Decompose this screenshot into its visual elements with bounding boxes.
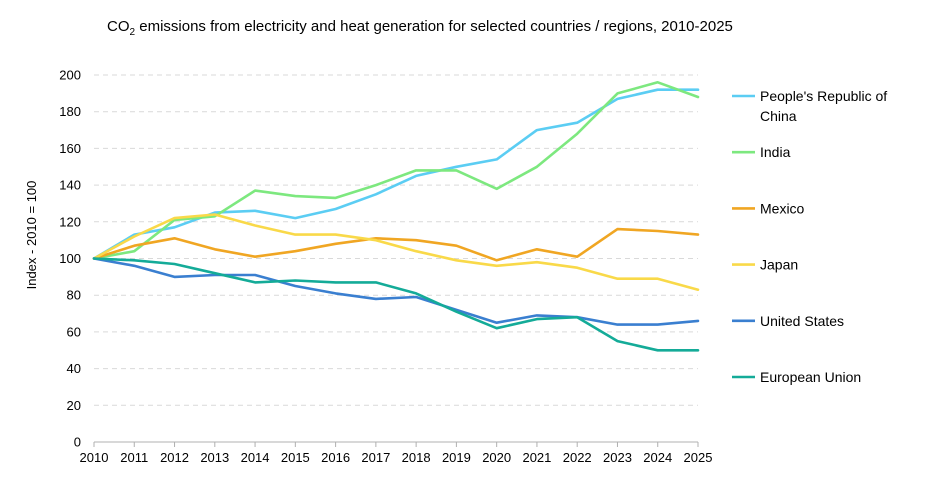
x-tick-label: 2015	[281, 450, 310, 465]
chart-title-rest: emissions from electricity and heat gene…	[135, 18, 733, 35]
y-tick-label: 40	[67, 361, 81, 376]
x-tick-label: 2017	[361, 450, 390, 465]
y-tick-label: 100	[59, 251, 81, 266]
legend-label: Japan	[760, 257, 798, 273]
x-tick-label: 2021	[522, 450, 551, 465]
y-axis-label: Index - 2010 = 100	[24, 181, 39, 290]
y-tick-label: 60	[67, 324, 81, 339]
legend-label: People's Republic of	[760, 88, 887, 104]
legend: People's Republic of China India Mexico Japa…	[732, 88, 887, 385]
x-tick-label: 2018	[402, 450, 431, 465]
gridlines	[94, 74, 698, 406]
x-tick-label: 2014	[241, 450, 270, 465]
chart-title-prefix: CO	[107, 18, 130, 35]
y-tick-label: 200	[59, 68, 81, 83]
legend-label: Mexico	[760, 200, 805, 216]
chart-title: CO2 emissions from electricity and heat …	[107, 18, 733, 38]
series-line	[92, 257, 700, 352]
x-tick-label: 2012	[160, 450, 189, 465]
chart-title-subscript: 2	[130, 27, 136, 38]
x-tick-label: 2016	[321, 450, 350, 465]
y-tick-label: 140	[59, 178, 81, 193]
legend-label: China	[760, 108, 797, 124]
x-tick-label: 2011	[120, 450, 148, 465]
y-tick-label: 180	[59, 104, 81, 119]
x-tick-label: 2010	[80, 450, 109, 465]
y-tick-label: 120	[59, 214, 81, 229]
x-tick-label: 2025	[684, 450, 713, 465]
legend-label: India	[760, 144, 791, 160]
x-tick-label: 2020	[482, 450, 511, 465]
series-line	[92, 257, 700, 326]
x-tick-label: 2013	[200, 450, 229, 465]
x-tick-label: 2023	[603, 450, 632, 465]
series-line	[92, 81, 700, 260]
series-line	[92, 227, 700, 262]
y-tick-label: 20	[67, 398, 81, 413]
x-tick-label: 2024	[643, 450, 672, 465]
series-lines	[92, 81, 700, 352]
x-axis-ticks: 2010 2011 2012 2013 2014 2015 2016 2017 2018 2019…	[80, 442, 713, 465]
x-tick-label: 2022	[563, 450, 592, 465]
series-line	[92, 88, 700, 260]
legend-label: European Union	[760, 369, 861, 385]
y-tick-label: 80	[67, 288, 81, 303]
x-tick-label: 2019	[442, 450, 471, 465]
legend-label: United States	[760, 313, 844, 329]
y-tick-label: 160	[59, 141, 81, 156]
y-axis-ticks: 0 20 40 60 80 100 120 140 160 180 200	[59, 68, 81, 450]
series-line	[92, 213, 700, 292]
y-tick-label: 0	[74, 435, 81, 450]
